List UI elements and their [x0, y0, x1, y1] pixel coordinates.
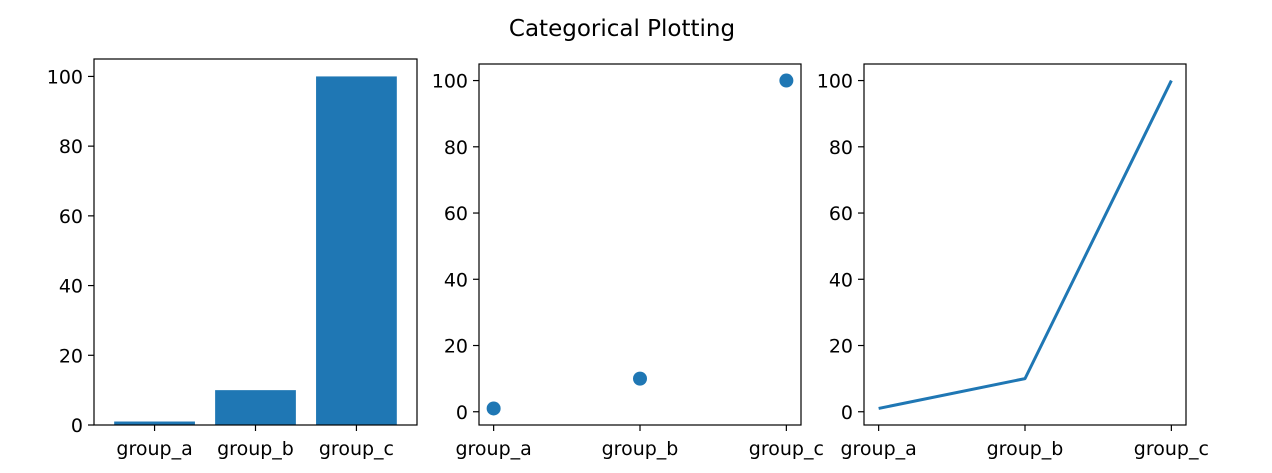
subplot-2-scatter: 0 20 40 60 80 100 group_a group_b group_c: [432, 63, 824, 460]
x-tick-label-group_c: group_c: [749, 438, 824, 460]
y-tick-label-60: 60: [829, 203, 853, 225]
x-tick-label-group_b: group_b: [217, 438, 294, 460]
point-group_a: [486, 401, 501, 416]
x-tick-label-group_c: group_c: [319, 438, 394, 460]
axes-frame-3: [863, 63, 1187, 426]
x-tick-label-group_b: group_b: [987, 438, 1064, 460]
y-tick-label-100: 100: [47, 66, 83, 88]
y-tick-label-20: 20: [59, 345, 83, 367]
y-tick-label-100: 100: [432, 71, 468, 93]
point-group_c: [779, 73, 794, 88]
y-tick-label-20: 20: [829, 336, 853, 358]
y-tick-label-40: 40: [829, 269, 853, 291]
subplot-1-bar: 0 20 40 60 80 100 group_a group_b group_c: [47, 58, 418, 460]
y-tick-label-80: 80: [59, 136, 83, 158]
y-tick-label-80: 80: [829, 137, 853, 159]
axes-frame-2: [478, 63, 802, 426]
x-tick-label-group_a: group_a: [840, 438, 916, 460]
x-tick-label-group_b: group_b: [602, 438, 679, 460]
bar-group_a: [114, 421, 195, 425]
y-tick-label-60: 60: [59, 206, 83, 228]
bar-group_b: [215, 390, 296, 425]
line-series: [878, 79, 1173, 410]
y-tick-label-0: 0: [841, 402, 853, 424]
subplot-3-line: 0 20 40 60 80 100 group_a group_b group_c: [817, 63, 1209, 460]
y-tick-label-0: 0: [71, 415, 83, 437]
x-tick-label-group_a: group_a: [455, 438, 531, 460]
y-tick-label-0: 0: [456, 402, 468, 424]
figure-title: Categorical Plotting: [509, 16, 735, 42]
bar-group_c: [316, 76, 397, 425]
y-tick-label-100: 100: [817, 71, 853, 93]
y-tick-label-20: 20: [444, 336, 468, 358]
x-tick-label-group_a: group_a: [116, 438, 192, 460]
point-group_b: [633, 371, 647, 386]
y-tick-label-60: 60: [444, 203, 468, 225]
y-tick-label-40: 40: [444, 269, 468, 291]
y-tick-label-80: 80: [444, 137, 468, 159]
y-tick-label-40: 40: [59, 276, 83, 298]
subplots: 0 20 40 60 80 100 group_a group_b group_c 0 20 40 60…: [47, 58, 1209, 460]
x-tick-label-group_c: group_c: [1134, 438, 1209, 460]
